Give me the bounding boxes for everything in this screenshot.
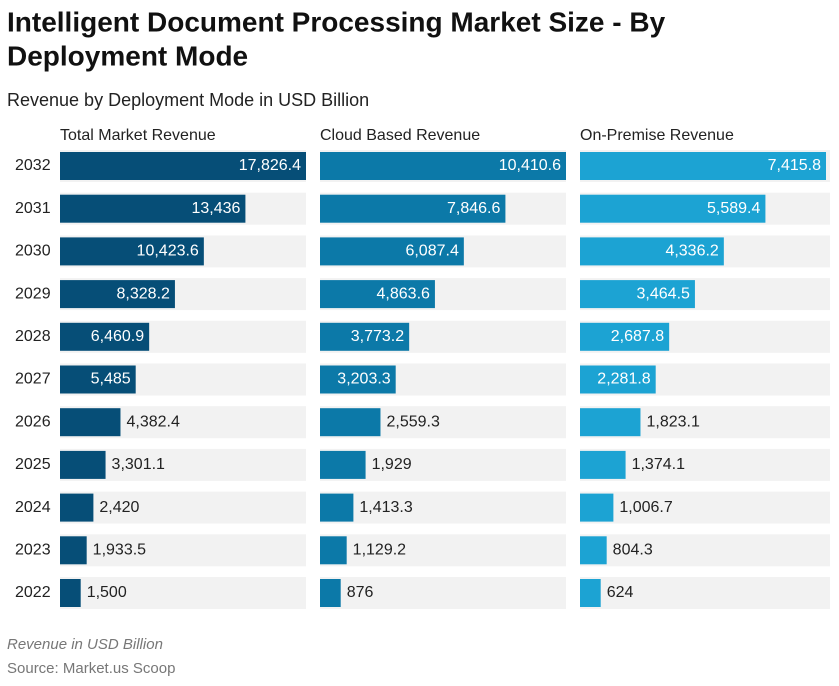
bar-track xyxy=(580,534,830,567)
bar xyxy=(320,280,435,309)
data-label: 7,846.6 xyxy=(447,200,500,217)
bar xyxy=(580,493,614,522)
caption: Revenue in USD Billion xyxy=(7,636,163,653)
bar-track xyxy=(320,577,566,609)
chart-subtitle: Revenue by Deployment Mode in USD Billio… xyxy=(7,90,369,110)
legend-label: On-Premise Revenue xyxy=(580,127,734,144)
data-label: 876 xyxy=(347,584,374,601)
bar-track xyxy=(580,577,830,609)
chart-title-line1: Intelligent Document Processing Market S… xyxy=(7,6,666,37)
data-label: 2,559.3 xyxy=(386,413,439,430)
data-label: 6,460.9 xyxy=(91,328,144,345)
data-label: 1,006.7 xyxy=(619,499,672,516)
data-label: 2,687.8 xyxy=(611,328,664,345)
data-label: 2,420 xyxy=(99,499,139,516)
source: Source: Market.us Scoop xyxy=(7,660,175,677)
bar xyxy=(60,194,246,223)
data-label: 7,415.8 xyxy=(768,157,821,174)
data-label: 1,823.1 xyxy=(646,413,699,430)
data-label: 624 xyxy=(607,584,634,601)
bar xyxy=(320,536,347,565)
data-label: 1,374.1 xyxy=(632,456,685,473)
bar xyxy=(580,322,670,351)
bar xyxy=(580,152,826,180)
bar xyxy=(320,493,354,522)
bar xyxy=(320,579,341,607)
bar-track xyxy=(320,491,566,524)
legend-label: Total Market Revenue xyxy=(60,127,216,144)
y-tick-label: 2028 xyxy=(15,328,51,345)
data-label: 2,281.8 xyxy=(597,371,650,388)
bar xyxy=(60,408,121,437)
data-label: 4,336.2 xyxy=(665,243,718,260)
y-tick-label: 2032 xyxy=(15,157,51,174)
bar xyxy=(320,152,566,180)
data-label: 3,301.1 xyxy=(112,456,165,473)
bar xyxy=(580,536,607,565)
bar xyxy=(320,237,464,266)
bar xyxy=(60,152,306,180)
bar xyxy=(320,322,410,351)
data-label: 3,203.3 xyxy=(337,371,390,388)
bar xyxy=(580,450,626,479)
bar xyxy=(320,408,381,437)
y-tick-label: 2023 xyxy=(15,542,51,559)
bar xyxy=(60,536,87,565)
y-tick-label: 2029 xyxy=(15,285,51,302)
data-label: 804.3 xyxy=(613,542,653,559)
data-label: 1,929 xyxy=(372,456,412,473)
data-label: 4,382.4 xyxy=(126,413,179,430)
y-tick-label: 2027 xyxy=(15,371,51,388)
bar-track xyxy=(60,534,306,567)
bar xyxy=(580,280,695,309)
y-tick-label: 2026 xyxy=(15,413,51,430)
y-tick-label: 2030 xyxy=(15,243,51,260)
bar xyxy=(60,322,150,351)
bar-track xyxy=(60,577,306,609)
bar xyxy=(60,365,136,394)
y-tick-label: 2031 xyxy=(15,200,51,217)
bar xyxy=(60,237,204,266)
bar xyxy=(580,408,641,437)
bar xyxy=(320,194,506,223)
data-label: 10,410.6 xyxy=(499,157,561,174)
data-label: 3,464.5 xyxy=(637,285,690,302)
bar-track xyxy=(580,491,830,524)
bar-track xyxy=(320,534,566,567)
bar xyxy=(580,579,601,607)
bar xyxy=(580,365,656,394)
bar xyxy=(580,237,724,266)
data-label: 8,328.2 xyxy=(117,285,170,302)
legend-label: Cloud Based Revenue xyxy=(320,127,480,144)
data-label: 6,087.4 xyxy=(405,243,458,260)
data-label: 17,826.4 xyxy=(239,157,301,174)
data-label: 1,129.2 xyxy=(353,542,406,559)
data-label: 10,423.6 xyxy=(137,243,199,260)
data-label: 13,436 xyxy=(191,200,240,217)
bar xyxy=(320,450,366,479)
data-label: 1,933.5 xyxy=(93,542,146,559)
data-label: 3,773.2 xyxy=(351,328,404,345)
data-label: 1,500 xyxy=(87,584,127,601)
y-tick-label: 2025 xyxy=(15,456,51,473)
bar xyxy=(320,365,396,394)
bar xyxy=(60,493,94,522)
bar xyxy=(580,194,766,223)
bar-track xyxy=(60,491,306,524)
data-label: 4,863.6 xyxy=(377,285,430,302)
data-label: 1,413.3 xyxy=(359,499,412,516)
bar xyxy=(60,579,81,607)
data-label: 5,485 xyxy=(91,371,131,388)
y-tick-label: 2022 xyxy=(15,584,51,601)
bar xyxy=(60,450,106,479)
data-label: 5,589.4 xyxy=(707,200,760,217)
bar xyxy=(60,280,175,309)
y-tick-label: 2024 xyxy=(15,499,51,516)
chart-title-line2: Deployment Mode xyxy=(7,40,248,71)
